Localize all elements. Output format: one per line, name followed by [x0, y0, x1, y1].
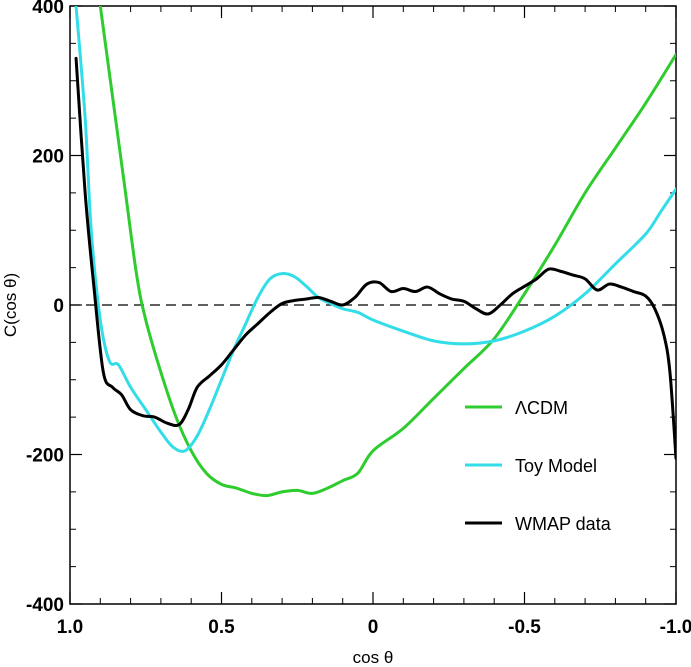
- legend-label-lcdm: ΛCDM: [515, 398, 568, 418]
- series-line-lcdm: [98, 6, 676, 498]
- axis-ticks-layer: 1.0 0.5 0 -0.5 -1.0 400 200 0 -200 -400: [26, 0, 691, 638]
- x-tick-label: 0: [368, 617, 379, 638]
- series-line-toy-model: [74, 6, 676, 453]
- y-axis-label: C(cos θ): [1, 273, 20, 337]
- series-layer: [74, 6, 676, 498]
- legend: ΛCDM Toy Model WMAP data: [465, 398, 612, 534]
- x-tick-label: -0.5: [508, 617, 541, 638]
- y-tick-label: 0: [53, 296, 64, 317]
- y-tick-label: -400: [26, 595, 64, 616]
- series-line-wmap-data: [74, 56, 676, 460]
- x-axis-label: cos θ: [353, 648, 394, 667]
- legend-label-wmap-data: WMAP data: [515, 514, 612, 534]
- x-tick-label: 0.5: [208, 617, 235, 638]
- y-tick-label: 400: [32, 0, 64, 18]
- x-tick-label: 1.0: [57, 617, 83, 638]
- y-tick-label: 200: [32, 147, 64, 168]
- x-tick-label: -1.0: [660, 617, 691, 638]
- y-tick-label: -200: [26, 446, 64, 467]
- legend-label-toy-model: Toy Model: [515, 456, 597, 476]
